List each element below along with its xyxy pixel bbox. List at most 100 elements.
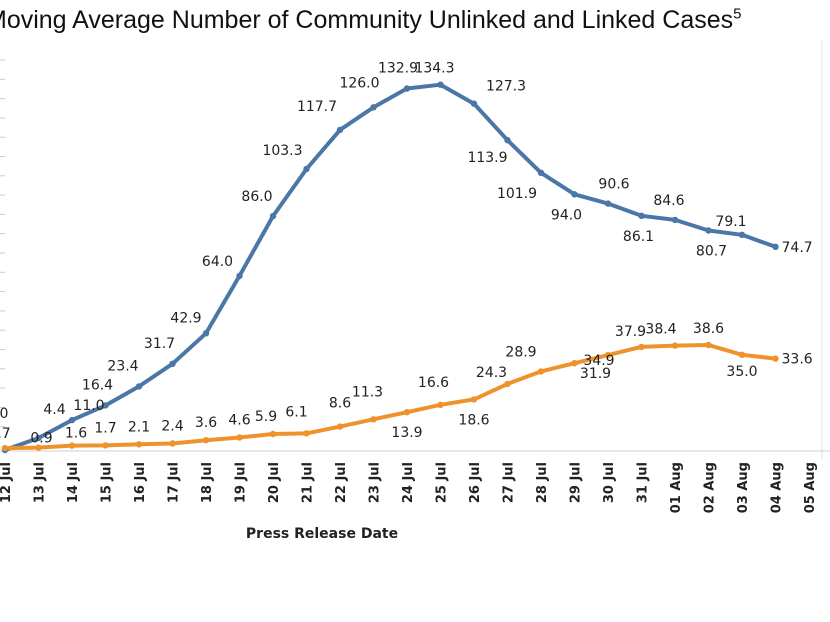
data-point (705, 341, 712, 349)
data-label: 13.9 (391, 425, 422, 441)
data-point (537, 368, 545, 375)
data-point (403, 409, 411, 416)
data-point (671, 342, 679, 349)
data-label: 6.1 (285, 404, 307, 420)
data-label: 3.6 (195, 415, 217, 431)
x-tick-label: 25 Jul (435, 462, 450, 503)
data-label: 2.4 (161, 419, 183, 435)
x-tick-label: 23 Jul (368, 462, 383, 503)
data-label: .7 (0, 426, 11, 442)
data-point (738, 231, 746, 238)
data-point (35, 444, 42, 451)
data-label: 2.1 (128, 419, 150, 435)
data-label: 5.9 (255, 409, 277, 425)
x-tick-label: 14 Jul (66, 462, 81, 503)
data-point (738, 351, 746, 358)
data-label: 31.9 (580, 366, 611, 382)
data-label: 74.7 (782, 240, 813, 256)
x-tick-label: 16 Jul (133, 462, 148, 503)
x-tick-label: 21 Jul (301, 462, 316, 503)
data-label: 94.0 (551, 207, 582, 223)
x-tick-label: 15 Jul (100, 462, 115, 503)
data-point (336, 423, 344, 430)
data-label: 80.7 (696, 244, 727, 260)
series-points (1, 81, 779, 454)
data-label: 103.3 (262, 143, 302, 159)
series-line-1 (3, 343, 778, 451)
data-point (135, 441, 143, 448)
data-label: 126.0 (339, 75, 379, 91)
x-tick-label: 27 Jul (502, 462, 517, 503)
data-label: 113.9 (467, 150, 507, 166)
data-point (604, 351, 612, 359)
data-label: 84.6 (653, 193, 684, 209)
data-point (202, 437, 210, 444)
x-axis-tick-labels: 12 Jul 13 Jul 14 Jul 15 Jul 16 Jul 17 Jul 18 J… (0, 462, 818, 513)
data-point (470, 100, 478, 107)
chart-title: Moving Average Number of Community Unlin… (0, 6, 742, 35)
x-tick-label: 28 Jul (535, 462, 550, 503)
data-point (403, 85, 411, 92)
data-label: 0 (0, 406, 8, 422)
data-label: 86.1 (623, 229, 654, 245)
data-label: 86.0 (241, 189, 272, 205)
data-point (604, 200, 612, 207)
chart-title-text: Moving Average Number of Community Unlin… (0, 6, 734, 34)
data-label: 1.6 (65, 426, 87, 442)
data-label: 38.6 (693, 321, 724, 337)
title-footnote: 5 (733, 5, 742, 23)
x-tick-label: 02 Aug (703, 462, 718, 513)
data-label: 38.4 (645, 322, 676, 338)
x-tick-label: 26 Jul (468, 462, 483, 503)
data-label: 4.6 (228, 413, 250, 429)
data-point (370, 104, 377, 111)
x-tick-label: 13 Jul (33, 462, 48, 503)
data-label: 79.1 (715, 214, 746, 230)
data-label: 16.4 (82, 377, 113, 393)
data-point (169, 360, 176, 367)
data-point (269, 212, 277, 220)
data-point (236, 272, 243, 280)
x-tick-label: 30 Jul (602, 462, 617, 503)
data-point (169, 440, 176, 447)
data-label: 101.9 (497, 186, 537, 202)
data-label: 127.3 (486, 79, 526, 95)
data-point (638, 212, 645, 219)
x-tick-label: 20 Jul (267, 462, 282, 503)
data-point (135, 383, 143, 390)
data-point (336, 126, 344, 134)
data-point (303, 165, 310, 173)
x-tick-label: 31 Jul (636, 462, 651, 503)
data-label: 37.9 (615, 324, 646, 340)
data-point (102, 402, 109, 409)
x-tick-label: 04 Aug (770, 462, 785, 513)
data-label: 42.9 (170, 310, 201, 326)
x-tick-label: 22 Jul (334, 462, 349, 503)
data-label: 28.9 (505, 344, 536, 360)
x-tick-label: 17 Jul (167, 462, 182, 503)
x-tick-label: 18 Jul (200, 462, 215, 503)
x-tick-label: 29 Jul (569, 462, 584, 503)
data-point (571, 191, 578, 198)
data-point (437, 81, 444, 88)
x-tick-label: 03 Aug (736, 462, 751, 513)
data-point (638, 343, 645, 351)
x-tick-label: 24 Jul (401, 462, 416, 503)
data-point (236, 434, 243, 441)
data-label: 8.6 (329, 396, 351, 412)
data-point (370, 416, 377, 423)
data-point (772, 355, 779, 362)
x-tick-label: 12 Jul (0, 462, 14, 503)
data-point (1, 444, 9, 452)
data-point (470, 396, 478, 403)
data-point (504, 137, 511, 144)
data-point (68, 416, 76, 424)
data-labels: 0 4.4 11.0 16.4 23.4 31.7 42.9 64.0 86.0 103.3 117… (0, 61, 813, 447)
data-label: 132.9 (378, 61, 418, 77)
data-label: 24.3 (476, 365, 507, 381)
data-point (772, 243, 779, 250)
data-point (671, 216, 679, 224)
data-label: 34.9 (583, 353, 614, 369)
series-lines (3, 82, 778, 452)
